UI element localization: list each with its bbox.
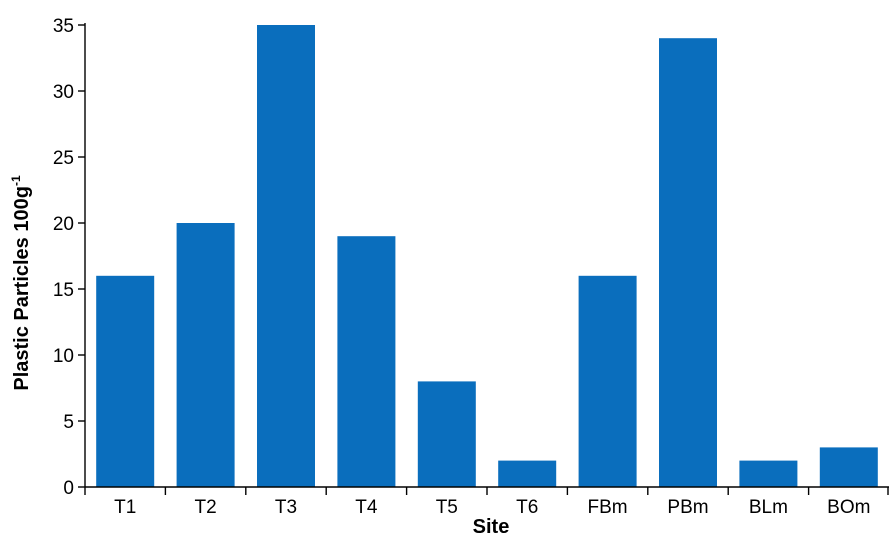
bar-T1 <box>96 275 155 487</box>
bar-PBm <box>659 38 717 487</box>
y-tick-label-10: 10 <box>53 346 74 367</box>
bar-T6 <box>498 460 557 487</box>
x-axis-title: Site <box>473 516 510 538</box>
bar-T4 <box>337 236 396 487</box>
y-tick-label-35: 35 <box>53 16 74 37</box>
x-tick-label-T3: T3 <box>275 497 297 518</box>
bars-layer <box>96 25 878 487</box>
y-tick-label-0: 0 <box>63 478 74 499</box>
x-tick-label-T6: T6 <box>516 497 538 518</box>
x-tick-label-BOm: BOm <box>827 497 870 518</box>
bar-T2 <box>176 223 235 487</box>
bar-FBm <box>578 275 637 487</box>
y-axis-title-main: Plastic Particles 100g <box>11 186 33 391</box>
x-tick-label-PBm: PBm <box>667 497 708 518</box>
y-tick-label-30: 30 <box>53 82 74 103</box>
x-tick-label-T2: T2 <box>195 497 217 518</box>
x-tick-label-T5: T5 <box>436 497 458 518</box>
y-axis: 0 5 10 15 20 25 30 35 <box>53 16 86 499</box>
y-axis-title-superscript: -1 <box>9 175 23 186</box>
x-tick-label-FBm: FBm <box>588 497 628 518</box>
y-axis-title: Plastic Particles 100g-1 <box>9 175 33 391</box>
bar-BLm <box>739 460 798 487</box>
bar-T5 <box>417 381 476 487</box>
x-tick-label-T1: T1 <box>114 497 136 518</box>
y-tick-label-5: 5 <box>63 412 74 433</box>
y-tick-label-15: 15 <box>53 280 74 301</box>
x-tick-label-T4: T4 <box>355 497 378 518</box>
y-tick-label-20: 20 <box>53 214 74 235</box>
bar-T3 <box>257 25 315 487</box>
y-tick-label-25: 25 <box>53 148 74 169</box>
x-axis: T1 T2 T3 T4 T5 T6 FBm PBm BLm BOm <box>84 486 889 518</box>
x-tick-label-BLm: BLm <box>749 497 788 518</box>
bar-BOm <box>819 447 878 487</box>
